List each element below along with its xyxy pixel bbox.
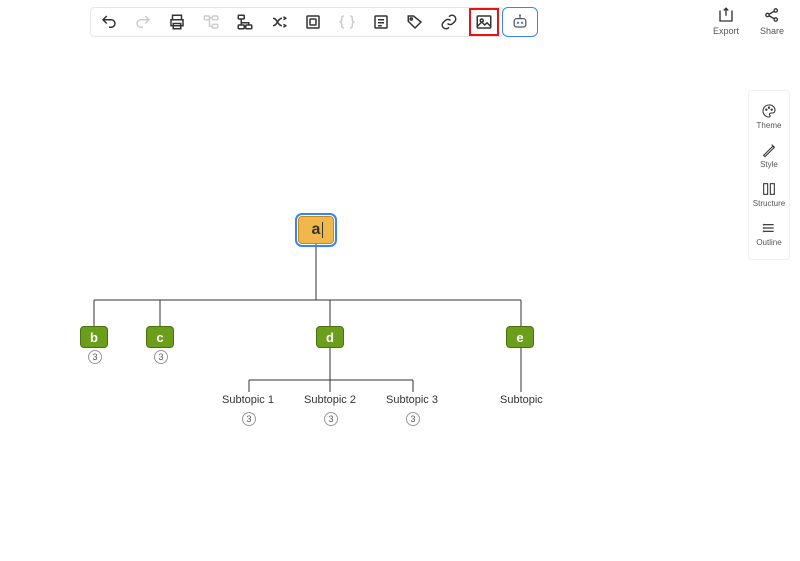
undo-icon[interactable]: [95, 10, 123, 34]
print-icon[interactable]: [163, 10, 191, 34]
insert-subtopic-icon[interactable]: [197, 10, 225, 34]
child-count-badge: 3: [324, 412, 338, 426]
outline-button[interactable]: Outline: [749, 214, 789, 253]
note-icon[interactable]: [367, 10, 395, 34]
export-label: Export: [713, 26, 739, 36]
mindmap-canvas: a b 3 c 3 d e Subtopic 1 3 Subtopic 2 3 Subtopic 3 3…: [0, 0, 800, 561]
link-icon[interactable]: [435, 10, 463, 34]
top-right-actions: Export Share: [708, 6, 790, 36]
mindmap-branch-node[interactable]: b: [80, 326, 108, 348]
child-count-badge: 3: [154, 350, 168, 364]
export-button[interactable]: Export: [708, 6, 744, 36]
outline-label: Outline: [756, 238, 781, 247]
style-button[interactable]: Style: [749, 136, 789, 175]
share-button[interactable]: Share: [754, 6, 790, 36]
child-count-badge: 3: [88, 350, 102, 364]
main-toolbar: [90, 7, 504, 37]
tag-icon[interactable]: [401, 10, 429, 34]
braces-icon[interactable]: [333, 10, 361, 34]
theme-button[interactable]: Theme: [749, 97, 789, 136]
mindmap-connections: [0, 0, 800, 561]
insert-child-icon[interactable]: [231, 10, 259, 34]
child-count-badge: 3: [406, 412, 420, 426]
relationship-icon[interactable]: [265, 10, 293, 34]
mindmap-leaf-node[interactable]: Subtopic 2: [304, 394, 356, 406]
image-icon[interactable]: [469, 8, 499, 36]
structure-label: Structure: [753, 199, 785, 208]
ai-assistant-button[interactable]: [502, 7, 538, 37]
mindmap-leaf-node[interactable]: Subtopic 1: [222, 394, 274, 406]
mindmap-leaf-node[interactable]: Subtopic: [500, 394, 543, 406]
theme-label: Theme: [757, 121, 782, 130]
mindmap-root-node[interactable]: a: [298, 216, 334, 244]
boundary-icon[interactable]: [299, 10, 327, 34]
side-panel: Theme Style Structure Outline: [748, 90, 790, 260]
child-count-badge: 3: [242, 412, 256, 426]
share-label: Share: [760, 26, 784, 36]
redo-icon[interactable]: [129, 10, 157, 34]
mindmap-branch-node[interactable]: e: [506, 326, 534, 348]
style-label: Style: [760, 160, 778, 169]
mindmap-branch-node[interactable]: c: [146, 326, 174, 348]
mindmap-leaf-node[interactable]: Subtopic 3: [386, 394, 438, 406]
mindmap-branch-node[interactable]: d: [316, 326, 344, 348]
structure-button[interactable]: Structure: [749, 175, 789, 214]
